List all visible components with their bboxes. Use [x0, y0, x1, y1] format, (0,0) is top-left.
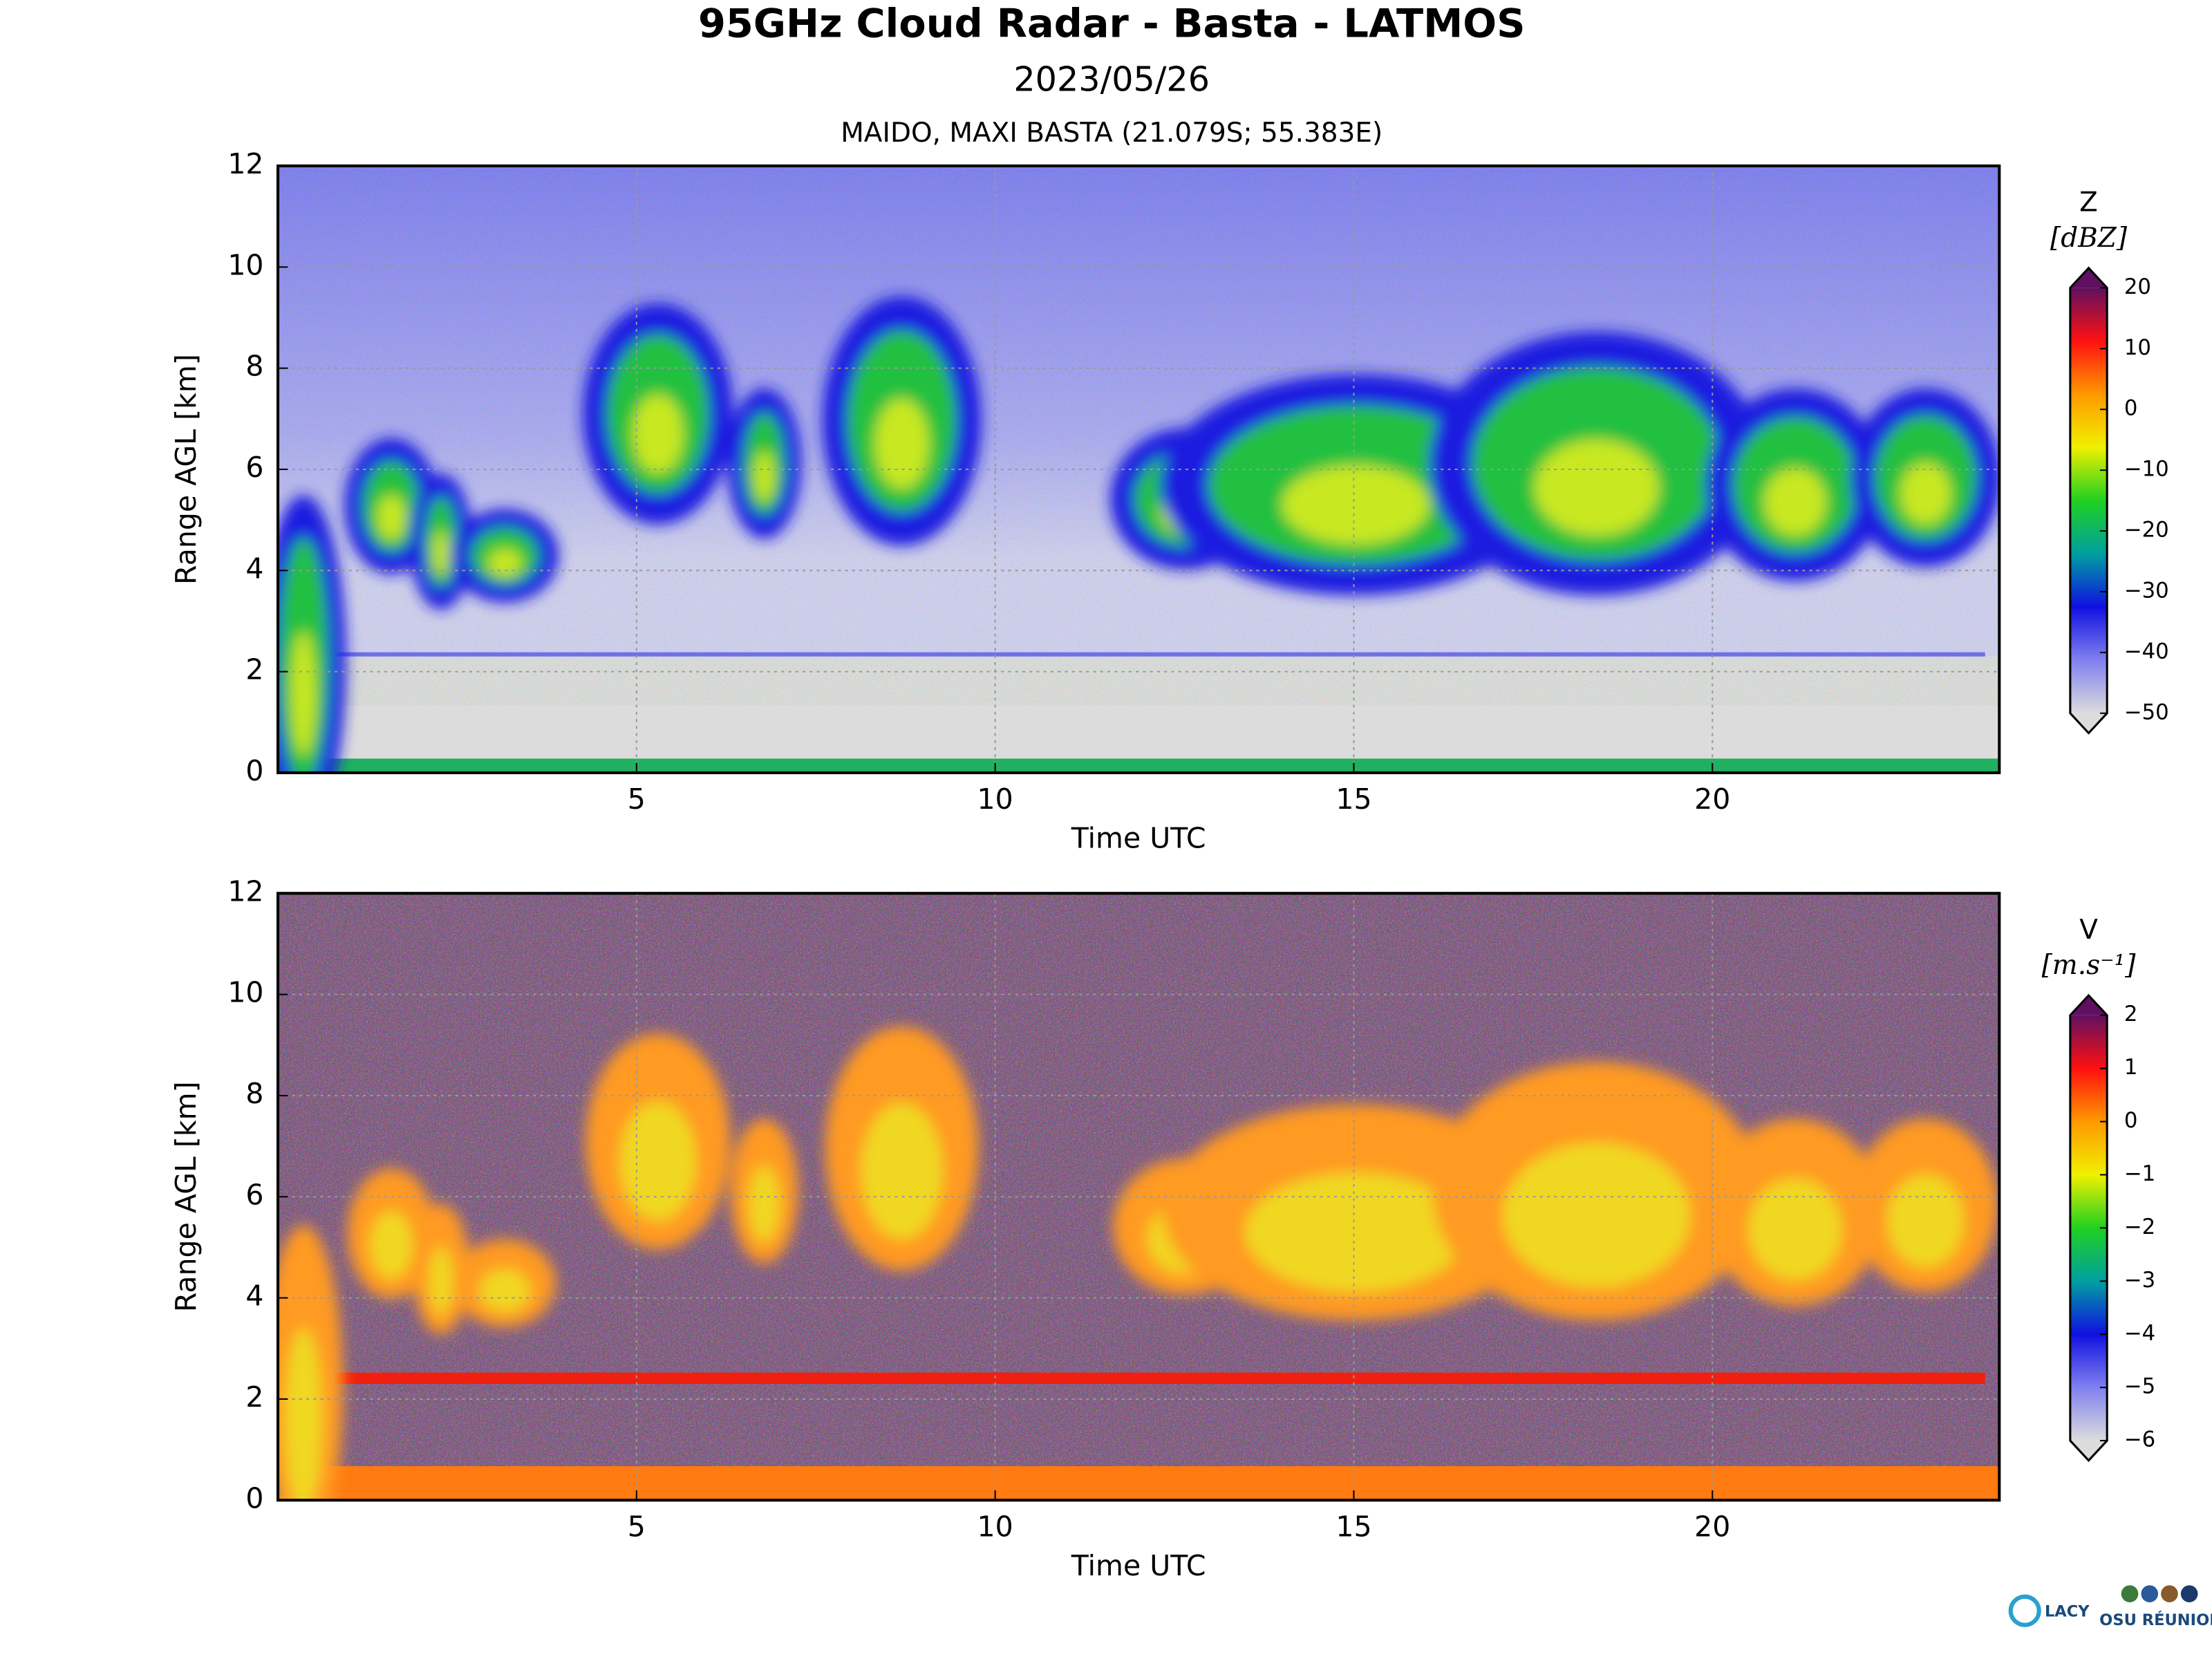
x-axis-label: Time UTC	[1071, 1549, 1206, 1582]
colorbar-tick-label: 20	[2124, 274, 2151, 299]
cloud	[479, 1268, 531, 1312]
logo-icon	[2141, 1585, 2159, 1602]
y-tick-label: 0	[245, 1481, 263, 1515]
heatmap	[278, 166, 2000, 773]
band	[335, 652, 1985, 657]
cloud	[1534, 439, 1659, 536]
colorbar-extend	[2070, 1441, 2108, 1461]
y-tick-label: 10	[227, 976, 263, 1009]
cloud	[1763, 467, 1827, 536]
logo-icon	[2180, 1585, 2198, 1602]
colorbar-tick-label: 10	[2124, 335, 2151, 360]
colorbar-tick-label: 0	[2124, 396, 2138, 421]
x-tick-label: 5	[628, 782, 646, 816]
cloud	[284, 1327, 323, 1501]
colorbar-tick-label: −5	[2124, 1374, 2155, 1399]
clouds	[278, 1027, 1998, 1501]
clouds	[278, 296, 2000, 773]
x-tick-label: 20	[1694, 1510, 1730, 1543]
y-tick-label: 12	[227, 147, 263, 180]
y-tick-label: 2	[245, 653, 263, 686]
y-tick-label: 12	[227, 874, 263, 908]
y-tick-label: 2	[245, 1380, 263, 1414]
title: 95GHz Cloud Radar - Basta - LATMOS	[698, 0, 1525, 46]
colorbar-tick-label: −20	[2124, 518, 2169, 543]
colorbar-label: V	[2079, 915, 2098, 946]
band	[278, 1466, 2000, 1501]
y-tick-label: 6	[245, 1178, 263, 1211]
band	[278, 758, 2000, 773]
colorbar-tick-label: −1	[2124, 1161, 2155, 1186]
colorbar-tick-label: −6	[2124, 1427, 2155, 1452]
colorbar-tick-label: −30	[2124, 578, 2169, 603]
cloud	[1748, 1178, 1842, 1281]
band	[335, 1372, 1985, 1385]
colorbar-extend	[2070, 268, 2108, 288]
colorbar-label: Z	[2079, 187, 2098, 218]
y-axis-label: Range AGL [km]	[169, 354, 203, 585]
y-tick-label: 4	[245, 552, 263, 585]
cloud	[874, 398, 929, 489]
plot-frame	[276, 164, 2001, 774]
x-tick-label: 20	[1694, 782, 1730, 816]
logos: LACY OSU RÉUNION	[2008, 1585, 2212, 1629]
logo-icon	[2008, 1594, 2041, 1627]
site: MAIDO, MAXI BASTA (21.079S; 55.383E)	[841, 118, 1382, 149]
cloud	[370, 1210, 413, 1280]
y-axis-label: Range AGL [km]	[169, 1081, 203, 1312]
cloud	[1900, 462, 1951, 525]
cloud	[433, 530, 449, 576]
cloud	[377, 494, 406, 541]
logo-lacy: LACY	[2045, 1602, 2090, 1620]
x-tick-label: 10	[977, 1510, 1013, 1543]
cloud	[1503, 1143, 1691, 1288]
y-tick-label: 10	[227, 248, 263, 281]
heatmap	[278, 893, 2000, 1501]
colorbar-tick-label: −50	[2124, 700, 2169, 724]
cloud	[1245, 1172, 1467, 1292]
y-tick-label: 8	[245, 350, 263, 383]
cloud	[749, 1165, 780, 1242]
colorbar-tick-label: 0	[2124, 1108, 2138, 1133]
colorbar-tick-label: −10	[2124, 457, 2169, 482]
colorbar-tick-label: 1	[2124, 1055, 2138, 1080]
cloud	[632, 394, 684, 474]
colorbar-tick-label: 2	[2124, 1002, 2138, 1027]
colorbar-extend	[2070, 713, 2108, 733]
background	[278, 656, 2000, 773]
colorbar-tick-label: −40	[2124, 639, 2169, 664]
colorbar-tick-label: −3	[2124, 1268, 2155, 1293]
colorbar-tick-label: −2	[2124, 1215, 2155, 1239]
colorbar-units: [m.s⁻¹]	[2042, 950, 2137, 981]
colorbar-extend	[2070, 995, 2108, 1015]
x-tick-label: 5	[628, 1510, 646, 1543]
logo-icon	[2161, 1585, 2178, 1602]
plot-frame	[276, 892, 2001, 1502]
cloud	[861, 1103, 943, 1239]
y-tick-label: 6	[245, 451, 263, 484]
cloud	[753, 451, 775, 503]
colorbar	[2070, 288, 2108, 713]
cloud	[429, 1246, 453, 1315]
x-tick-label: 15	[1335, 1510, 1371, 1543]
x-tick-label: 15	[1335, 782, 1371, 816]
colorbar-units: [dBZ]	[2050, 223, 2128, 254]
cloud	[1282, 465, 1430, 545]
cloud	[487, 548, 522, 577]
cloud	[619, 1101, 697, 1221]
y-tick-label: 0	[245, 754, 263, 787]
y-tick-label: 8	[245, 1077, 263, 1110]
cloud	[290, 630, 317, 756]
y-tick-label: 4	[245, 1280, 263, 1313]
cloud	[1887, 1174, 1965, 1268]
colorbar-tick-label: −4	[2124, 1321, 2155, 1346]
logo-icon	[2121, 1585, 2139, 1602]
x-axis-label: Time UTC	[1071, 822, 1206, 855]
logo-osu: OSU RÉUNION	[2099, 1610, 2212, 1629]
x-tick-label: 10	[977, 782, 1013, 816]
date: 2023/05/26	[1013, 59, 1210, 99]
